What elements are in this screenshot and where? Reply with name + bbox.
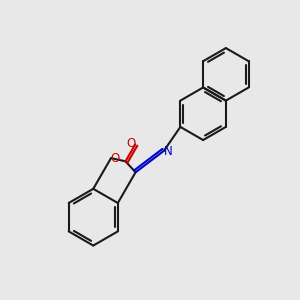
Text: O: O: [126, 136, 135, 149]
Text: O: O: [111, 152, 120, 165]
Text: N: N: [164, 145, 172, 158]
